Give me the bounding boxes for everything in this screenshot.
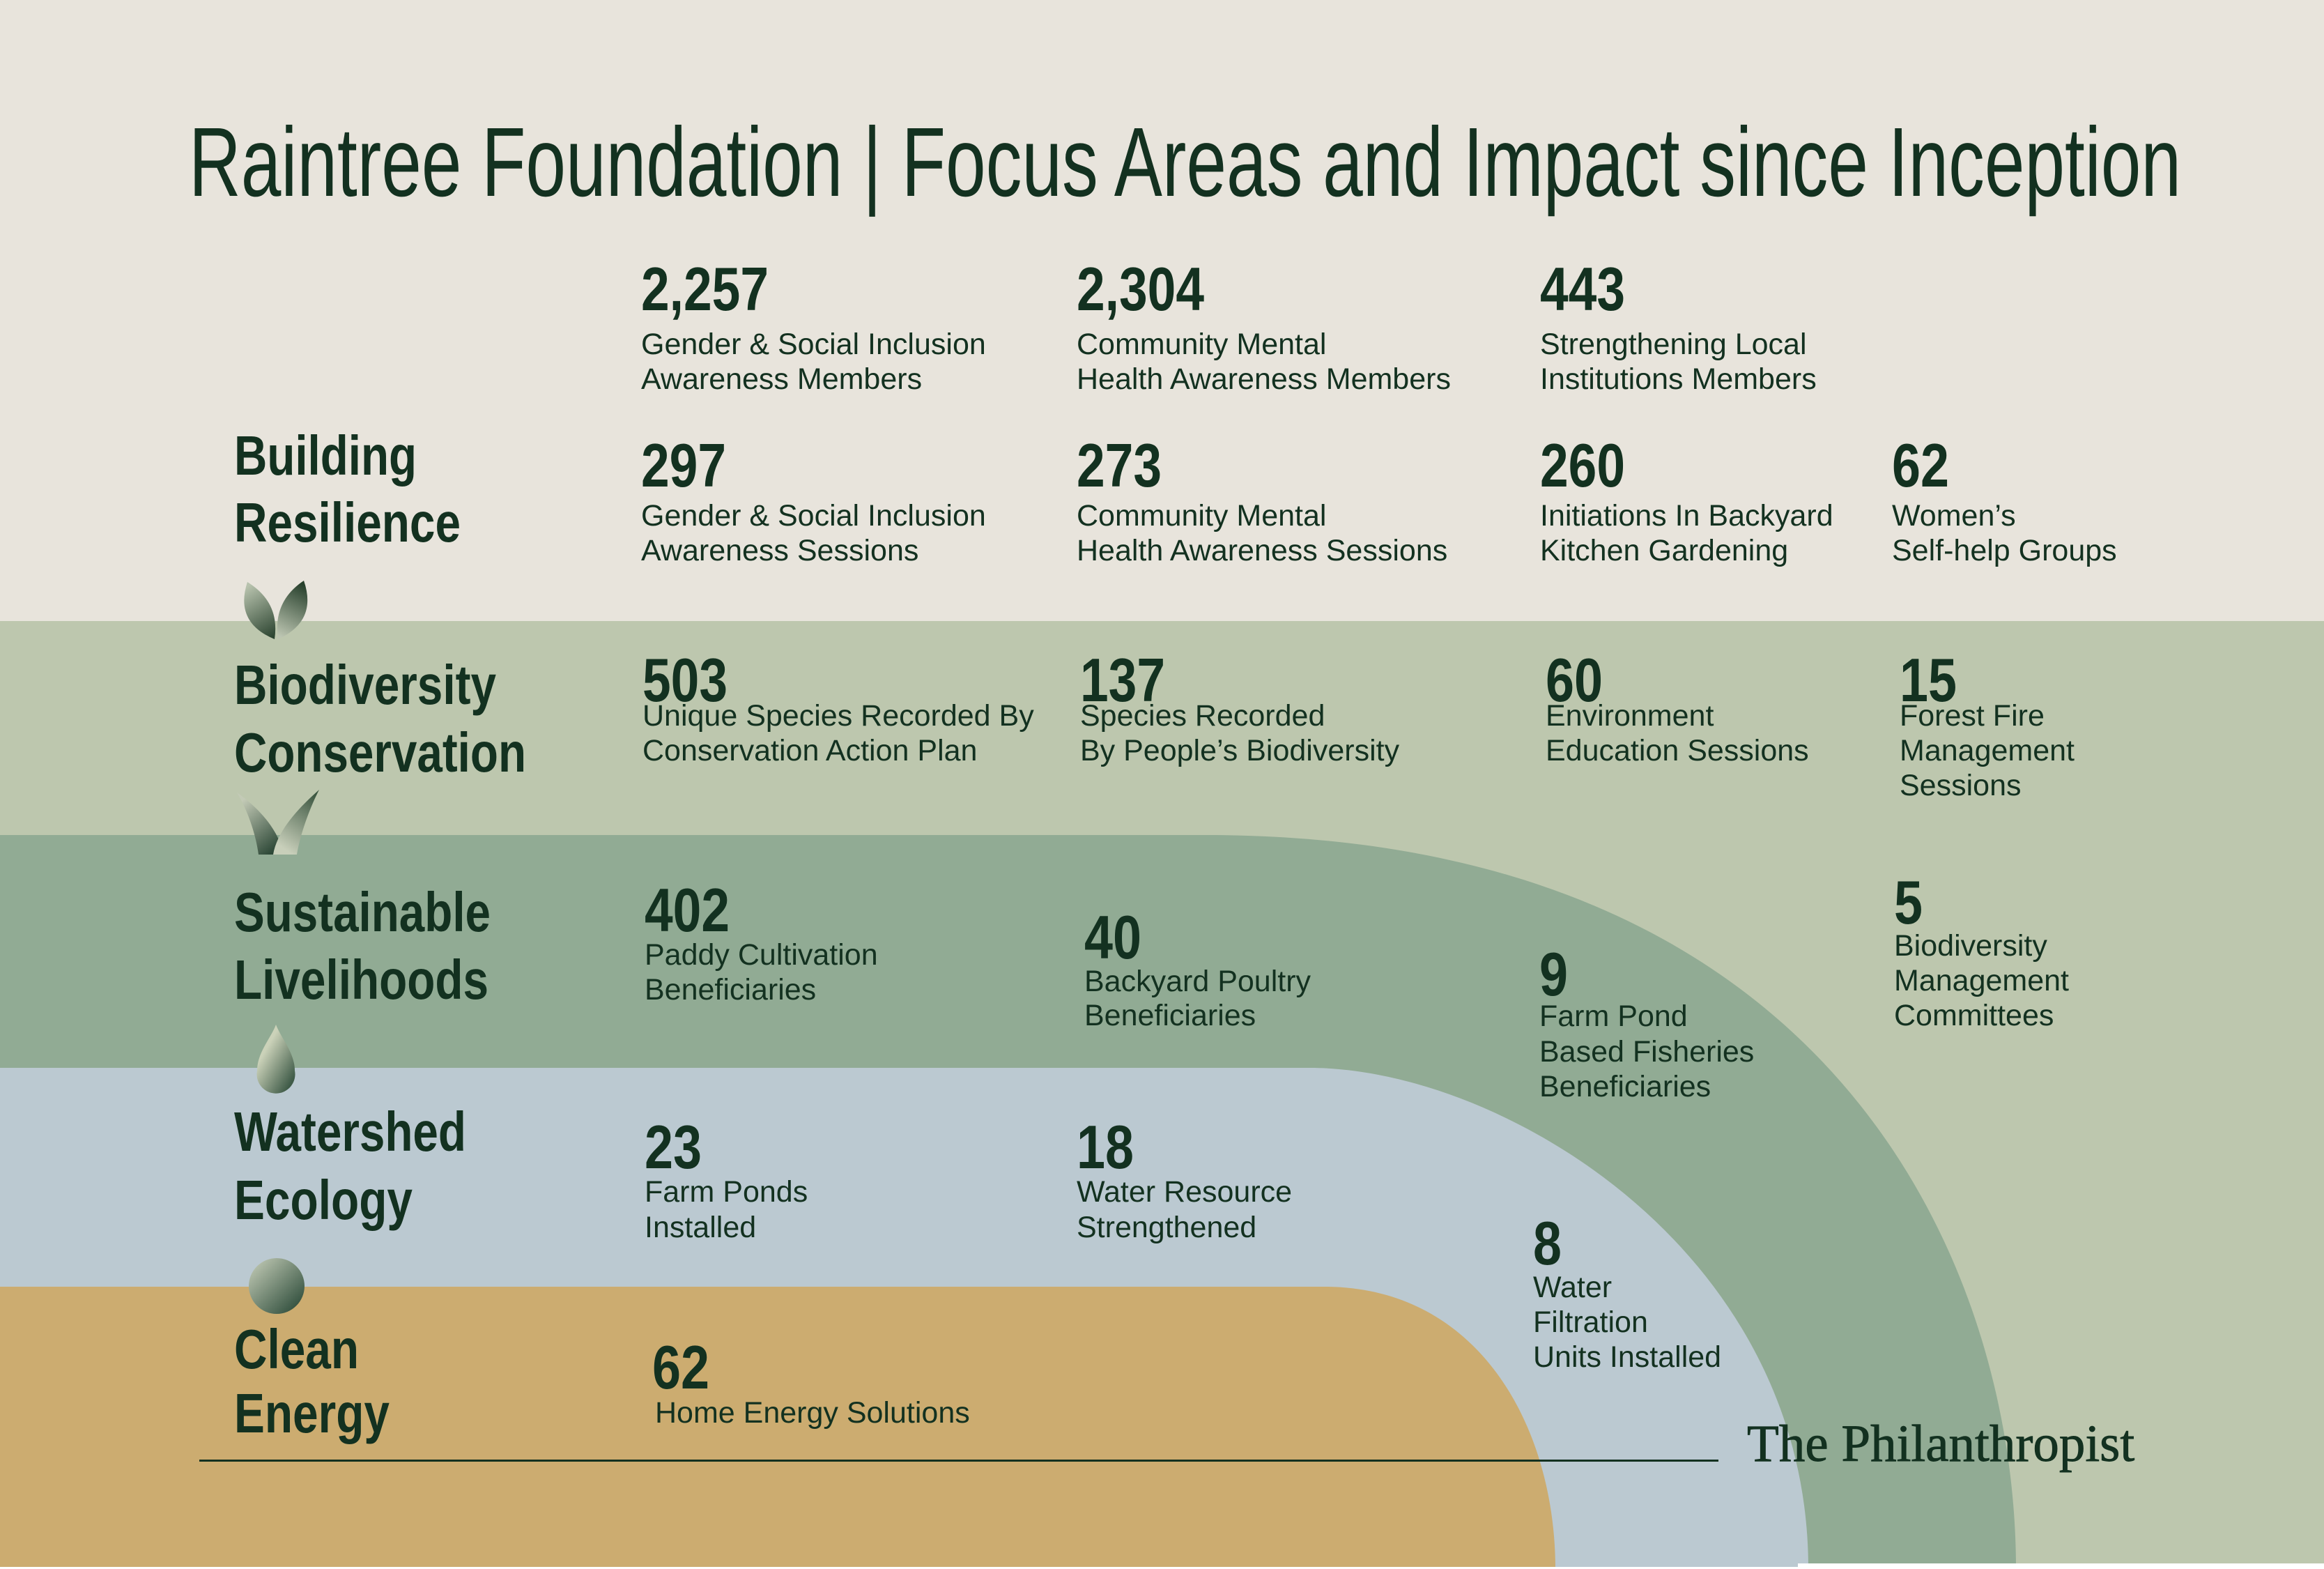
svg-text:Women’s: Women’s bbox=[1892, 499, 2016, 533]
svg-text:Initiations In Backyard: Initiations In Backyard bbox=[1540, 499, 1833, 533]
svg-text:Institutions Members: Institutions Members bbox=[1540, 362, 1817, 396]
svg-text:2,257: 2,257 bbox=[641, 254, 769, 323]
svg-text:Health Awareness Members: Health Awareness Members bbox=[1077, 362, 1451, 396]
svg-text:Water Resource: Water Resource bbox=[1077, 1175, 1292, 1209]
svg-text:Unique Species Recorded By: Unique Species Recorded By bbox=[642, 699, 1034, 733]
svg-text:Building: Building bbox=[234, 424, 417, 487]
svg-text:Environment: Environment bbox=[1546, 699, 1714, 733]
svg-text:Farm Pond: Farm Pond bbox=[1539, 1000, 1688, 1033]
svg-text:Sustainable: Sustainable bbox=[234, 881, 491, 943]
svg-text:62: 62 bbox=[652, 1333, 709, 1402]
svg-text:Beneficiaries: Beneficiaries bbox=[1539, 1070, 1711, 1103]
svg-text:40: 40 bbox=[1084, 903, 1141, 972]
svg-text:Gender & Social Inclusion: Gender & Social Inclusion bbox=[641, 499, 986, 533]
svg-text:Beneficiaries: Beneficiaries bbox=[645, 973, 816, 1007]
svg-text:297: 297 bbox=[641, 431, 726, 500]
svg-text:Beneficiaries: Beneficiaries bbox=[1084, 999, 1256, 1032]
svg-text:Awareness Members: Awareness Members bbox=[641, 362, 922, 396]
svg-text:Management: Management bbox=[1900, 734, 2075, 767]
svg-text:Resilience: Resilience bbox=[234, 491, 461, 553]
svg-text:Backyard Poultry: Backyard Poultry bbox=[1084, 965, 1311, 998]
svg-text:Clean: Clean bbox=[234, 1318, 359, 1380]
svg-text:9: 9 bbox=[1539, 940, 1568, 1009]
svg-text:Water: Water bbox=[1533, 1271, 1612, 1304]
svg-text:Livelihoods: Livelihoods bbox=[234, 949, 488, 1011]
svg-text:Community Mental: Community Mental bbox=[1077, 499, 1326, 533]
svg-text:Energy: Energy bbox=[234, 1382, 390, 1444]
svg-text:Kitchen Gardening: Kitchen Gardening bbox=[1540, 534, 1788, 567]
svg-text:Ecology: Ecology bbox=[234, 1169, 413, 1231]
svg-text:Committees: Committees bbox=[1894, 999, 2054, 1032]
svg-text:Strengthened: Strengthened bbox=[1077, 1211, 1256, 1244]
svg-text:Health Awareness Sessions: Health Awareness Sessions bbox=[1077, 534, 1447, 567]
svg-text:260: 260 bbox=[1540, 431, 1625, 500]
svg-text:Home Energy Solutions: Home Energy Solutions bbox=[655, 1396, 970, 1430]
svg-text:Self-help Groups: Self-help Groups bbox=[1892, 534, 2117, 567]
svg-text:503: 503 bbox=[642, 645, 728, 714]
svg-text:Strengthening Local: Strengthening Local bbox=[1540, 328, 1807, 361]
svg-text:5: 5 bbox=[1894, 868, 1923, 937]
svg-text:Awareness Sessions: Awareness Sessions bbox=[641, 534, 918, 567]
svg-text:Filtration: Filtration bbox=[1533, 1306, 1648, 1339]
svg-text:273: 273 bbox=[1077, 431, 1162, 500]
svg-text:Raintree Foundation | Focus Ar: Raintree Foundation | Focus Areas and Im… bbox=[189, 107, 2181, 217]
svg-text:443: 443 bbox=[1540, 254, 1625, 323]
svg-text:Species Recorded: Species Recorded bbox=[1080, 699, 1325, 733]
svg-text:Watershed: Watershed bbox=[234, 1101, 466, 1163]
svg-text:Conservation Action Plan: Conservation Action Plan bbox=[642, 734, 977, 767]
svg-text:15: 15 bbox=[1900, 645, 1957, 714]
svg-text:Units Installed: Units Installed bbox=[1533, 1340, 1721, 1374]
svg-text:Conservation: Conservation bbox=[234, 721, 526, 783]
svg-text:60: 60 bbox=[1546, 645, 1603, 714]
svg-text:Education Sessions: Education Sessions bbox=[1546, 734, 1809, 767]
svg-text:Paddy Cultivation: Paddy Cultivation bbox=[645, 938, 878, 972]
svg-text:Biodiversity: Biodiversity bbox=[234, 654, 496, 716]
svg-text:Farm Ponds: Farm Ponds bbox=[645, 1175, 808, 1209]
svg-text:Forest Fire: Forest Fire bbox=[1900, 699, 2045, 733]
svg-text:137: 137 bbox=[1080, 645, 1165, 714]
svg-text:Gender & Social Inclusion: Gender & Social Inclusion bbox=[641, 328, 986, 361]
svg-text:402: 402 bbox=[645, 875, 730, 944]
svg-text:Sessions: Sessions bbox=[1900, 769, 2021, 802]
svg-text:8: 8 bbox=[1533, 1209, 1562, 1278]
svg-text:23: 23 bbox=[645, 1112, 702, 1181]
svg-text:Management: Management bbox=[1894, 964, 2069, 997]
svg-text:Biodiversity: Biodiversity bbox=[1894, 929, 2047, 963]
svg-text:Community Mental: Community Mental bbox=[1077, 328, 1326, 361]
svg-text:Based Fisheries: Based Fisheries bbox=[1539, 1035, 1754, 1069]
svg-text:The Philanthropist: The Philanthropist bbox=[1747, 1415, 2134, 1473]
svg-text:By People’s Biodiversity: By People’s Biodiversity bbox=[1080, 734, 1400, 767]
svg-text:18: 18 bbox=[1077, 1112, 1134, 1181]
svg-text:2,304: 2,304 bbox=[1077, 254, 1204, 323]
svg-text:Installed: Installed bbox=[645, 1211, 756, 1244]
svg-text:62: 62 bbox=[1892, 431, 1949, 500]
